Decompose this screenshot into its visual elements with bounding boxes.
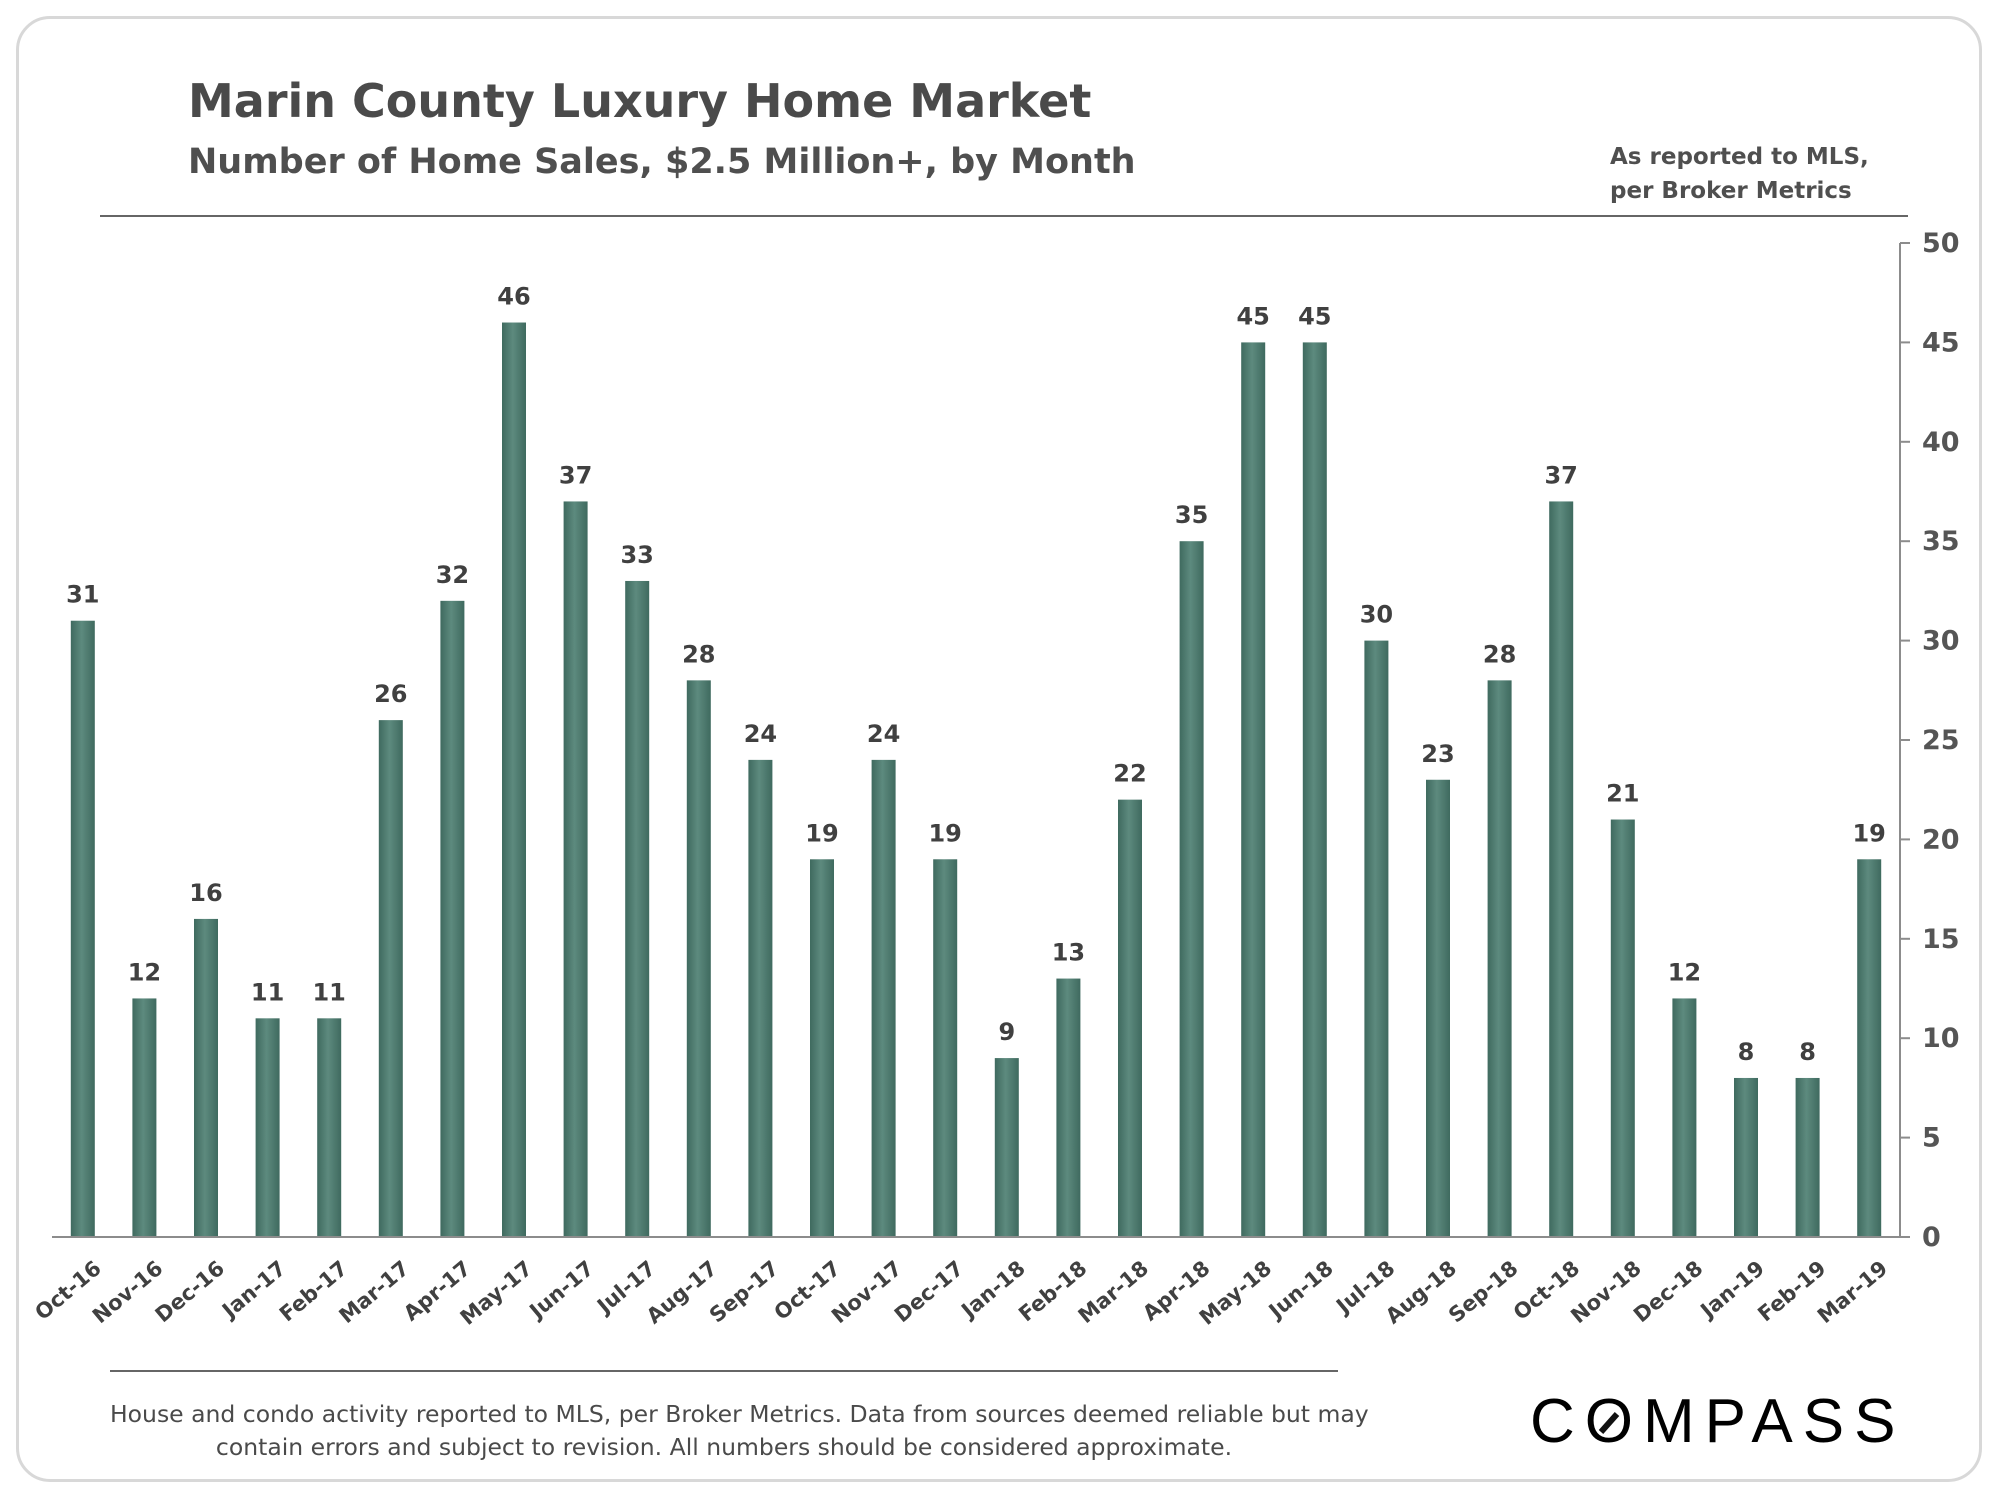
bar-Feb-17 [317, 1018, 342, 1237]
x-tick-label-Nov-17: Nov-17 [827, 1256, 906, 1328]
data-label-Aug-18: 23 [1421, 740, 1454, 768]
data-label-Dec-18: 12 [1668, 958, 1701, 986]
data-label-Oct-18: 37 [1544, 461, 1577, 489]
data-label-Mar-17: 26 [374, 680, 407, 708]
data-label-Nov-17: 24 [867, 720, 900, 748]
data-label-Oct-17: 19 [805, 819, 838, 847]
source-note-line1: As reported to MLS, [1610, 144, 1869, 170]
data-label-Mar-18: 22 [1113, 760, 1146, 788]
data-label-Aug-17: 28 [682, 640, 715, 668]
data-label-May-17: 46 [497, 283, 530, 311]
x-tick-label-Dec-18: Dec-18 [1629, 1256, 1707, 1327]
bar-Apr-18 [1179, 541, 1204, 1237]
data-label-Sep-18: 28 [1483, 640, 1516, 668]
y-tick-label-5: 5 [1922, 1123, 1941, 1154]
y-tick-label-0: 0 [1922, 1222, 1941, 1253]
data-label-Oct-16: 31 [66, 581, 99, 609]
x-tick-label-Nov-18: Nov-18 [1566, 1256, 1645, 1328]
bar-Oct-18 [1549, 501, 1574, 1237]
y-tick-label-30: 30 [1922, 626, 1960, 657]
data-label-Mar-19: 19 [1852, 819, 1885, 847]
data-label-Jun-17: 37 [559, 461, 592, 489]
compass-logo: COMPASS [1530, 1387, 1900, 1456]
data-label-Dec-17: 19 [928, 819, 961, 847]
footnote-line2: contain errors and subject to revision. … [215, 1433, 1233, 1461]
bar-Dec-16 [194, 918, 218, 1237]
page-title: Marin County Luxury Home Market [188, 74, 1092, 128]
x-tick-label-Mar-18: Mar-18 [1074, 1256, 1153, 1328]
data-label-Sep-17: 24 [744, 720, 777, 748]
bar-Feb-18 [1056, 978, 1081, 1237]
data-label-May-18: 45 [1236, 302, 1269, 330]
bar-Apr-17 [440, 600, 465, 1237]
data-label-Jan-19: 8 [1738, 1038, 1755, 1066]
x-tick-label-Jun-17: Jun-17 [524, 1256, 599, 1324]
y-tick-label-10: 10 [1922, 1023, 1960, 1054]
y-tick-label-15: 15 [1922, 924, 1960, 955]
y-tick-label-45: 45 [1922, 327, 1960, 358]
compass-logo-text: COMPASS [1530, 1387, 1900, 1456]
data-label-Jun-18: 45 [1298, 302, 1331, 330]
data-label-Apr-18: 35 [1175, 501, 1208, 529]
x-tick-label-Sep-18: Sep-18 [1444, 1256, 1523, 1327]
bar-Dec-18 [1672, 998, 1697, 1237]
header-divider [100, 215, 1908, 217]
bar-Aug-17 [686, 680, 711, 1237]
x-tick-label-Jun-18: Jun-18 [1263, 1256, 1338, 1324]
footnote: House and condo activity reported to MLS… [110, 1398, 1369, 1464]
data-label-Jan-17: 11 [251, 978, 284, 1006]
bar-Jan-19 [1734, 1077, 1758, 1237]
bar-Mar-19 [1857, 859, 1882, 1237]
bar-May-18 [1241, 342, 1266, 1237]
y-tick-label-20: 20 [1922, 824, 1960, 855]
bar-Jan-18 [994, 1058, 1019, 1237]
bar-Jan-17 [255, 1018, 280, 1237]
bar-Nov-16 [132, 998, 157, 1237]
footer-divider [110, 1370, 1338, 1372]
page-subtitle: Number of Home Sales, $2.5 Million+, by … [188, 142, 1136, 182]
bar-Nov-18 [1610, 819, 1635, 1237]
y-tick-label-35: 35 [1922, 526, 1960, 557]
bar-Jul-17 [625, 580, 650, 1237]
x-tick-label-Dec-17: Dec-17 [890, 1256, 968, 1327]
data-label-Feb-19: 8 [1799, 1038, 1816, 1066]
y-tick-label-40: 40 [1922, 427, 1960, 458]
bar-Nov-17 [871, 759, 896, 1237]
data-label-Jul-18: 30 [1360, 601, 1393, 629]
data-label-Nov-18: 21 [1606, 780, 1639, 808]
y-tick-label-25: 25 [1922, 725, 1960, 756]
x-tick-label-Sep-17: Sep-17 [705, 1256, 784, 1327]
x-tick-label-Mar-19: Mar-19 [1813, 1256, 1892, 1328]
y-tick-label-50: 50 [1922, 228, 1960, 259]
data-label-Apr-17: 32 [436, 561, 469, 589]
data-label-Nov-16: 12 [128, 958, 161, 986]
source-note: As reported to MLS, per Broker Metrics [1610, 140, 1869, 208]
source-note-line2: per Broker Metrics [1610, 178, 1852, 204]
data-label-Jul-17: 33 [620, 541, 653, 569]
bar-Sep-18 [1487, 680, 1512, 1237]
bar-Feb-19 [1795, 1077, 1820, 1237]
bar-Aug-18 [1426, 779, 1450, 1237]
x-tick-label-Mar-17: Mar-17 [334, 1256, 413, 1328]
bar-Dec-17 [933, 859, 958, 1237]
bar-Mar-18 [1118, 799, 1142, 1237]
x-tick-label-Dec-16: Dec-16 [151, 1256, 229, 1327]
bar-Jul-18 [1364, 640, 1389, 1237]
bar-Oct-17 [810, 859, 834, 1237]
bar-Oct-16 [70, 620, 95, 1237]
bar-Jun-17 [563, 501, 588, 1237]
bar-Mar-17 [378, 720, 403, 1237]
data-label-Feb-17: 11 [312, 978, 345, 1006]
bar-May-17 [502, 322, 526, 1237]
x-tick-label-Nov-16: Nov-16 [88, 1256, 167, 1328]
data-label-Jan-18: 9 [998, 1018, 1015, 1046]
bar-Sep-17 [748, 759, 773, 1237]
bar-Jun-18 [1302, 342, 1327, 1237]
data-label-Feb-18: 13 [1052, 939, 1085, 967]
chart-frame [16, 16, 1982, 1482]
data-label-Dec-16: 16 [189, 879, 222, 907]
compass-logo-slash [1598, 1412, 1620, 1434]
footnote-line1: House and condo activity reported to MLS… [110, 1400, 1369, 1428]
